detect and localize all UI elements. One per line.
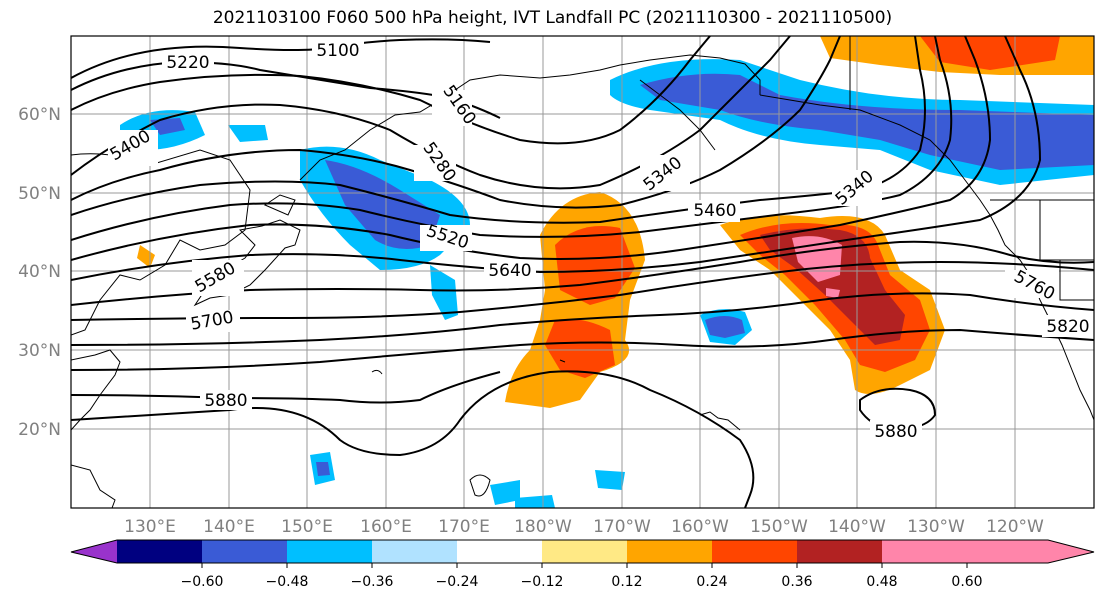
colorbar-tick-label: −0.12 xyxy=(521,574,564,590)
colorbar-segment xyxy=(797,540,882,563)
contour-label: 5640 xyxy=(488,261,531,281)
lon-label: 140°E xyxy=(203,517,255,537)
contour-label: 5100 xyxy=(316,41,359,61)
contour-label: 5460 xyxy=(693,201,736,221)
colorbar: −0.60 −0.48 −0.36 −0.24 −0.12 0.12 0.24 … xyxy=(70,539,1095,590)
lon-label: 150°W xyxy=(750,517,808,537)
colorbar-tick-label: 0.12 xyxy=(611,574,642,590)
colorbar-tick-label: 0.24 xyxy=(696,574,727,590)
contour-label-backgrounds xyxy=(108,40,1094,440)
colorbar-segment xyxy=(712,540,797,563)
lat-label: 20°N xyxy=(18,420,61,440)
lon-label: 170°W xyxy=(593,517,651,537)
colorbar-tick-label: 0.60 xyxy=(951,574,982,590)
longitude-labels: 130°E 140°E 150°E 160°E 170°E 180°W 170°… xyxy=(124,517,1044,537)
colorbar-tick-label: 0.48 xyxy=(866,574,897,590)
contour-label: 5220 xyxy=(166,53,209,73)
colorbar-tick-label: 0.36 xyxy=(781,574,812,590)
contour-label: 5820 xyxy=(1046,317,1089,337)
lon-label: 160°E xyxy=(360,517,412,537)
lat-label: 50°N xyxy=(18,184,61,204)
colorbar-tick-label: −0.36 xyxy=(351,574,394,590)
colorbar-tick-label: −0.48 xyxy=(266,574,309,590)
lon-label: 150°E xyxy=(281,517,333,537)
colorbar-segment xyxy=(627,540,712,563)
colorbar-segment xyxy=(202,540,287,563)
map-title: 2021103100 F060 500 hPa height, IVT Land… xyxy=(212,8,893,28)
lon-label: 180°W xyxy=(514,517,572,537)
contour-label: 5880 xyxy=(204,391,247,411)
colorbar-extend-max xyxy=(882,540,1094,563)
colorbar-segment xyxy=(372,540,457,563)
colorbar-extend-min xyxy=(71,540,117,563)
lat-label: 30°N xyxy=(18,341,61,361)
lon-label: 140°W xyxy=(828,517,886,537)
colorbar-segment xyxy=(457,540,542,563)
colorbar-segment xyxy=(117,540,202,563)
lat-label: 40°N xyxy=(18,262,61,282)
lon-label: 130°E xyxy=(124,517,176,537)
lon-label: 130°W xyxy=(907,517,965,537)
lon-label: 120°W xyxy=(986,517,1044,537)
latitude-labels: 60°N 50°N 40°N 30°N 20°N xyxy=(18,105,61,440)
colorbar-tick-label: −0.24 xyxy=(436,574,479,590)
map-border xyxy=(70,35,1095,509)
contour-label: 5880 xyxy=(874,422,917,442)
lat-label: 60°N xyxy=(18,105,61,125)
colorbar-segment xyxy=(287,540,372,563)
lon-label: 170°E xyxy=(438,517,490,537)
lon-label: 160°W xyxy=(671,517,729,537)
colorbar-tick-label: −0.60 xyxy=(181,574,224,590)
colorbar-segment xyxy=(542,540,627,563)
